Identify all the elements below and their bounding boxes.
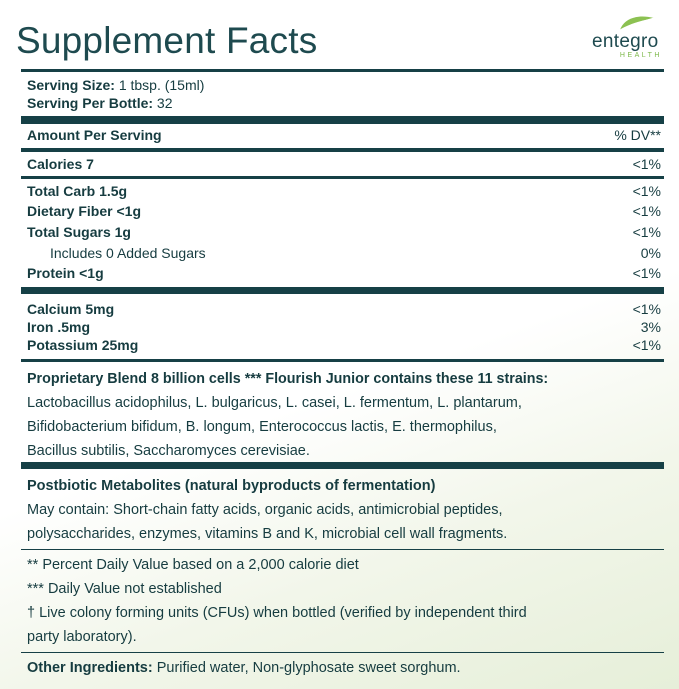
- blend-line: Bifidobacterium bifidum, B. longum, Ente…: [27, 419, 497, 435]
- nutrient-dv: <1%: [632, 203, 661, 219]
- page-title: Supplement Facts: [16, 20, 318, 61]
- postbiotic-heading: Postbiotic Metabolites (natural byproduc…: [27, 478, 436, 494]
- footnote: *** Daily Value not established: [27, 581, 222, 597]
- section-rule: [21, 359, 664, 362]
- nutrient-label: Potassium 25mg: [27, 337, 139, 353]
- serving-size-label: Serving Size:: [27, 77, 115, 93]
- amount-per-serving: Amount Per Serving: [27, 127, 162, 143]
- footnote: † Live colony forming units (CFUs) when …: [27, 605, 527, 621]
- blend-heading: Proprietary Blend 8 billion cells *** Fl…: [27, 371, 549, 387]
- nutrient-label: Protein <1g: [27, 265, 104, 281]
- nutrient-dv: 3%: [640, 319, 661, 335]
- leaf-icon: [619, 16, 655, 31]
- nutrient-dv: <1%: [632, 156, 661, 172]
- nutrient-dv: <1%: [632, 224, 661, 240]
- nutrient-dv: <1%: [632, 265, 661, 281]
- blend-line: Lactobacillus acidophilus, L. bulgaricus…: [27, 395, 522, 411]
- footnote: ** Percent Daily Value based on a 2,000 …: [27, 557, 359, 573]
- postbiotic-line: May contain: Short-chain fatty acids, or…: [27, 502, 503, 518]
- blend-line: Bacillus subtilis, Saccharomyces cerevis…: [27, 443, 310, 459]
- nutrient-dv: <1%: [632, 183, 661, 199]
- top-rule: [21, 69, 664, 72]
- section-rule: [21, 176, 664, 179]
- nutrient-label: Total Carb 1.5g: [27, 183, 128, 199]
- divider: [21, 549, 664, 550]
- postbiotic-line: polysaccharides, enzymes, vitamins B and…: [27, 526, 508, 542]
- brand-sub: HEALTH: [619, 52, 662, 59]
- serving-size-value: 1 tbsp. (15ml): [118, 77, 205, 93]
- nutrient-dv: <1%: [632, 301, 661, 317]
- other-ingredients-value: Purified water, Non-glyphosate sweet sor…: [156, 660, 461, 676]
- nutrient-dv: <1%: [632, 337, 661, 353]
- nutrient-dv: 0%: [640, 245, 661, 261]
- serving-per-label: Serving Per Bottle:: [27, 95, 154, 111]
- nutrient-label: Includes 0 Added Sugars: [50, 245, 206, 261]
- footnote: party laboratory).: [27, 629, 137, 645]
- nutrient-label: Dietary Fiber <1g: [27, 203, 141, 219]
- nutrient-label: Calories 7: [27, 156, 94, 172]
- thick-rule: [21, 287, 664, 294]
- other-ingredients: Other Ingredients: Purified water, Non-g…: [27, 659, 667, 678]
- nutrient-label: Total Sugars 1g: [27, 224, 131, 240]
- divider: [21, 652, 664, 653]
- thick-rule: [21, 116, 664, 124]
- section-rule: [21, 148, 664, 152]
- brand-name: entegro: [592, 31, 659, 52]
- serving-per-value: 32: [156, 95, 173, 111]
- thick-rule: [21, 462, 664, 469]
- brand-logo: entegro HEALTH: [592, 14, 664, 64]
- dv-header: % DV**: [614, 127, 661, 143]
- nutrient-label: Calcium 5mg: [27, 301, 115, 317]
- nutrient-label: Iron .5mg: [27, 319, 91, 335]
- other-ingredients-label: Other Ingredients:: [27, 660, 153, 676]
